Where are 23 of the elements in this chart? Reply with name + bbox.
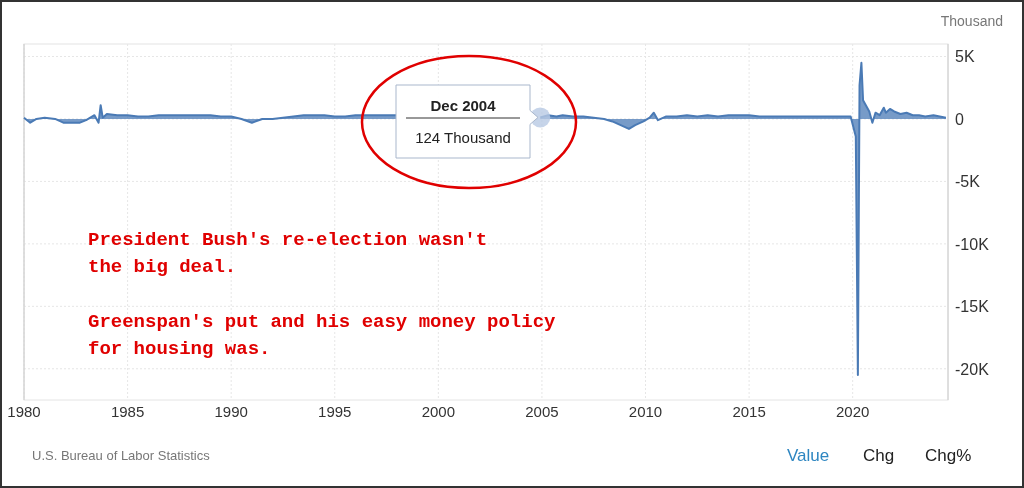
text: Chg% <box>925 446 972 465</box>
text: U.S. Bureau of Labor Statistics <box>32 448 211 463</box>
y-tick-label: -15K <box>955 298 990 316</box>
x-tick-label: 2005 <box>525 403 559 420</box>
x-tick-label: 2015 <box>732 403 766 420</box>
text: Value <box>787 446 830 465</box>
annotation: Greenspan's put and his easy money policy for housing was. <box>88 311 557 360</box>
y-tick-label: -10K <box>955 235 990 253</box>
x-tick-label: 1990 <box>214 403 248 420</box>
x-tick-label: 1985 <box>110 403 145 420</box>
annotation: Dec 2004 124 Thousand <box>415 97 511 146</box>
y-tick-label: -5K <box>955 173 981 191</box>
y-tick-label: 0 <box>955 110 964 128</box>
x-tick-label: 1980 <box>7 403 41 420</box>
x-tick-label: 1995 <box>318 403 352 420</box>
x-tick-label: 2020 <box>836 403 870 420</box>
x-tick-label: 2010 <box>628 403 663 420</box>
y-tick-label: -20K <box>955 360 990 378</box>
annotation: President Bush's re-election wasn't the big deal. <box>88 229 488 278</box>
y-tick-label: 5K <box>955 48 975 66</box>
text: Chg <box>863 446 895 465</box>
x-tick-label: 2000 <box>421 403 456 420</box>
y-axis-title: Thousand <box>940 13 1003 29</box>
